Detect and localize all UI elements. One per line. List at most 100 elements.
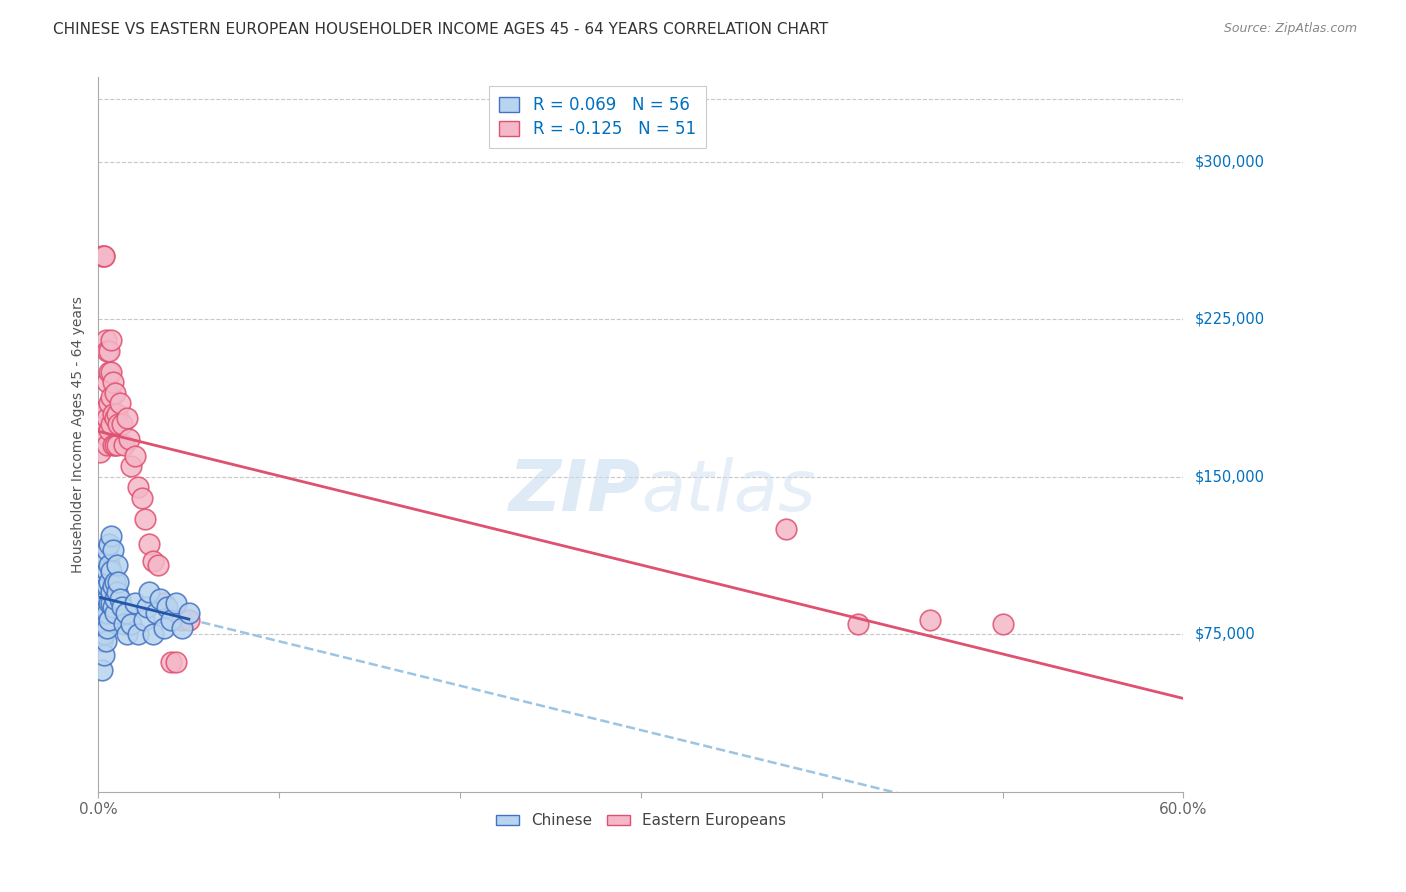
Y-axis label: Householder Income Ages 45 - 64 years: Householder Income Ages 45 - 64 years [72,296,86,574]
Point [105,585,128,599]
Point [152,621,174,635]
Point [101,579,124,593]
Point [98,596,121,610]
Legend: Chinese, Eastern Europeans: Chinese, Eastern Europeans [489,807,793,834]
Point [124,596,146,610]
Point [124,449,146,463]
Point [165,596,187,610]
Point [775,522,797,536]
Point [89,444,111,458]
Point [93,627,115,641]
Point [94,333,117,347]
Point [146,558,169,572]
Point [177,613,200,627]
Point [91,663,114,677]
Point [96,621,118,635]
Point [93,585,115,599]
Point [159,613,181,627]
Point [101,543,124,558]
Point [170,621,193,635]
Point [136,600,159,615]
Point [920,613,942,627]
Point [104,410,127,425]
Point [96,410,118,425]
Point [991,616,1014,631]
Point [117,627,139,641]
Point [94,554,117,568]
Point [111,600,134,615]
Point [101,375,124,389]
Point [96,579,118,593]
Point [104,591,127,606]
Point [98,574,121,589]
Point [98,343,121,358]
Point [96,591,118,606]
Point [98,613,121,627]
Point [91,633,114,648]
Point [134,512,156,526]
Point [111,417,134,432]
Text: atlas: atlas [641,458,815,526]
Point [96,543,118,558]
Point [131,491,153,505]
Point [120,459,142,474]
Text: $300,000: $300,000 [1194,154,1264,169]
Point [96,343,118,358]
Point [94,616,117,631]
Point [108,591,131,606]
Point [94,600,117,615]
Point [104,607,127,621]
Point [846,616,869,631]
Text: $75,000: $75,000 [1194,627,1256,642]
Point [149,591,172,606]
Point [100,585,122,599]
Point [107,417,129,432]
Point [159,655,181,669]
Point [96,375,118,389]
Text: $225,000: $225,000 [1194,311,1264,326]
Point [105,558,128,572]
Point [94,633,117,648]
Point [93,648,115,663]
Point [98,558,121,572]
Point [101,407,124,421]
Point [94,574,117,589]
Point [170,613,193,627]
Point [177,607,200,621]
Point [100,390,122,404]
Point [142,627,165,641]
Point [108,396,131,410]
Point [96,564,118,578]
Text: CHINESE VS EASTERN EUROPEAN HOUSEHOLDER INCOME AGES 45 - 64 YEARS CORRELATION CH: CHINESE VS EASTERN EUROPEAN HOUSEHOLDER … [53,22,828,37]
Point [98,537,121,551]
Point [100,564,122,578]
Point [94,427,117,442]
Point [127,480,149,494]
Point [98,396,121,410]
Point [96,438,118,452]
Point [91,249,114,263]
Point [89,607,111,621]
Point [165,655,187,669]
Text: $150,000: $150,000 [1194,469,1264,484]
Point [145,607,167,621]
Point [101,438,124,452]
Point [104,574,127,589]
Point [132,613,155,627]
Point [118,432,141,446]
Point [93,600,115,615]
Point [138,585,160,599]
Point [104,385,127,400]
Point [100,365,122,379]
Point [105,438,128,452]
Point [156,600,179,615]
Point [107,574,129,589]
Point [98,365,121,379]
Text: ZIP: ZIP [509,458,641,526]
Point [100,596,122,610]
Point [117,410,139,425]
Point [114,607,136,621]
Point [112,616,135,631]
Point [138,537,160,551]
Point [100,333,122,347]
